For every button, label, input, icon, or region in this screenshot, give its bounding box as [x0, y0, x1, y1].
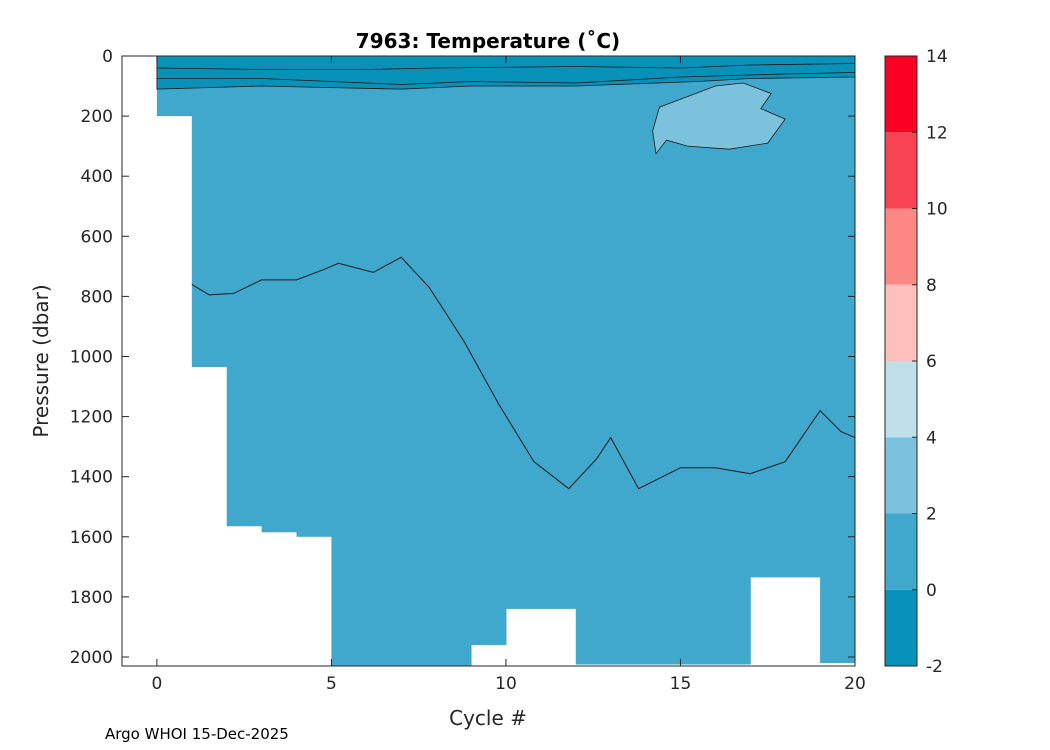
colorbar-band [885, 513, 917, 590]
chart-title: 7963: Temperature (˚C) [356, 29, 620, 53]
colorbar-band [885, 437, 917, 514]
x-axis-label: Cycle # [449, 706, 527, 730]
y-tick-label: 200 [81, 107, 113, 127]
x-tick-label: 0 [151, 674, 162, 694]
colorbar: -2 0 2 4 6 8 10 12 14 [884, 47, 948, 677]
y-tick-label: 1200 [70, 408, 113, 428]
profile-column [575, 56, 751, 665]
profile-column [226, 56, 263, 527]
y-tick-label: 1400 [70, 468, 113, 488]
x-axis: 0 5 10 15 20 [151, 56, 866, 694]
footer-credit: Argo WHOI 15-Dec-2025 [105, 725, 289, 743]
colorbar-tick-label: 8 [926, 276, 937, 296]
y-tick-label: 1600 [70, 528, 113, 548]
colorbar-band [885, 132, 917, 209]
colorbar-tick-label: 10 [926, 200, 948, 220]
profile-column [261, 56, 298, 533]
x-tick-label: 20 [844, 674, 866, 694]
y-tick-label: 1800 [70, 588, 113, 608]
y-axis: 0 200 400 600 800 1000 1200 1400 1600 1800 2000 [70, 47, 855, 668]
plot-frame [121, 55, 856, 667]
isotherm-contour [191, 256, 856, 490]
warm-patch [652, 82, 786, 155]
colorbar-tick-label: 4 [926, 428, 937, 448]
colorbar-tick-label: 6 [926, 352, 937, 372]
data-fill-layer [156, 55, 856, 666]
colorbar-tick-label: -2 [926, 657, 943, 677]
profile-column [505, 56, 577, 609]
colorbar-tick-label: 2 [926, 505, 937, 525]
colorbar-tick-label: 12 [926, 123, 948, 143]
y-tick-label: 1000 [70, 347, 113, 367]
colorbar-tick-label: 0 [926, 581, 937, 601]
profile-column [471, 56, 507, 645]
profile-column [296, 56, 332, 537]
y-tick-label: 0 [102, 47, 113, 67]
colorbar-band [885, 208, 917, 285]
profile-column [331, 56, 472, 666]
y-axis-label: Pressure (dbar) [29, 284, 53, 437]
y-tick-label: 800 [81, 287, 113, 307]
colorbar-band [885, 284, 917, 361]
surface-contour [156, 63, 856, 70]
x-tick-label: 15 [670, 674, 692, 694]
colorbar-band [885, 56, 917, 133]
colorbar-band [885, 589, 917, 666]
profile-column [191, 56, 228, 368]
x-tick-label: 10 [495, 674, 517, 694]
contour-layer [156, 63, 856, 490]
y-tick-label: 400 [81, 167, 113, 187]
colorbar-band [885, 361, 917, 438]
y-tick-label: 2000 [70, 648, 113, 668]
y-tick-label: 600 [81, 227, 113, 247]
colorbar-tick-label: 14 [926, 47, 948, 67]
x-tick-label: 5 [326, 674, 337, 694]
surface-contour [156, 72, 856, 85]
profile-column [820, 56, 856, 663]
